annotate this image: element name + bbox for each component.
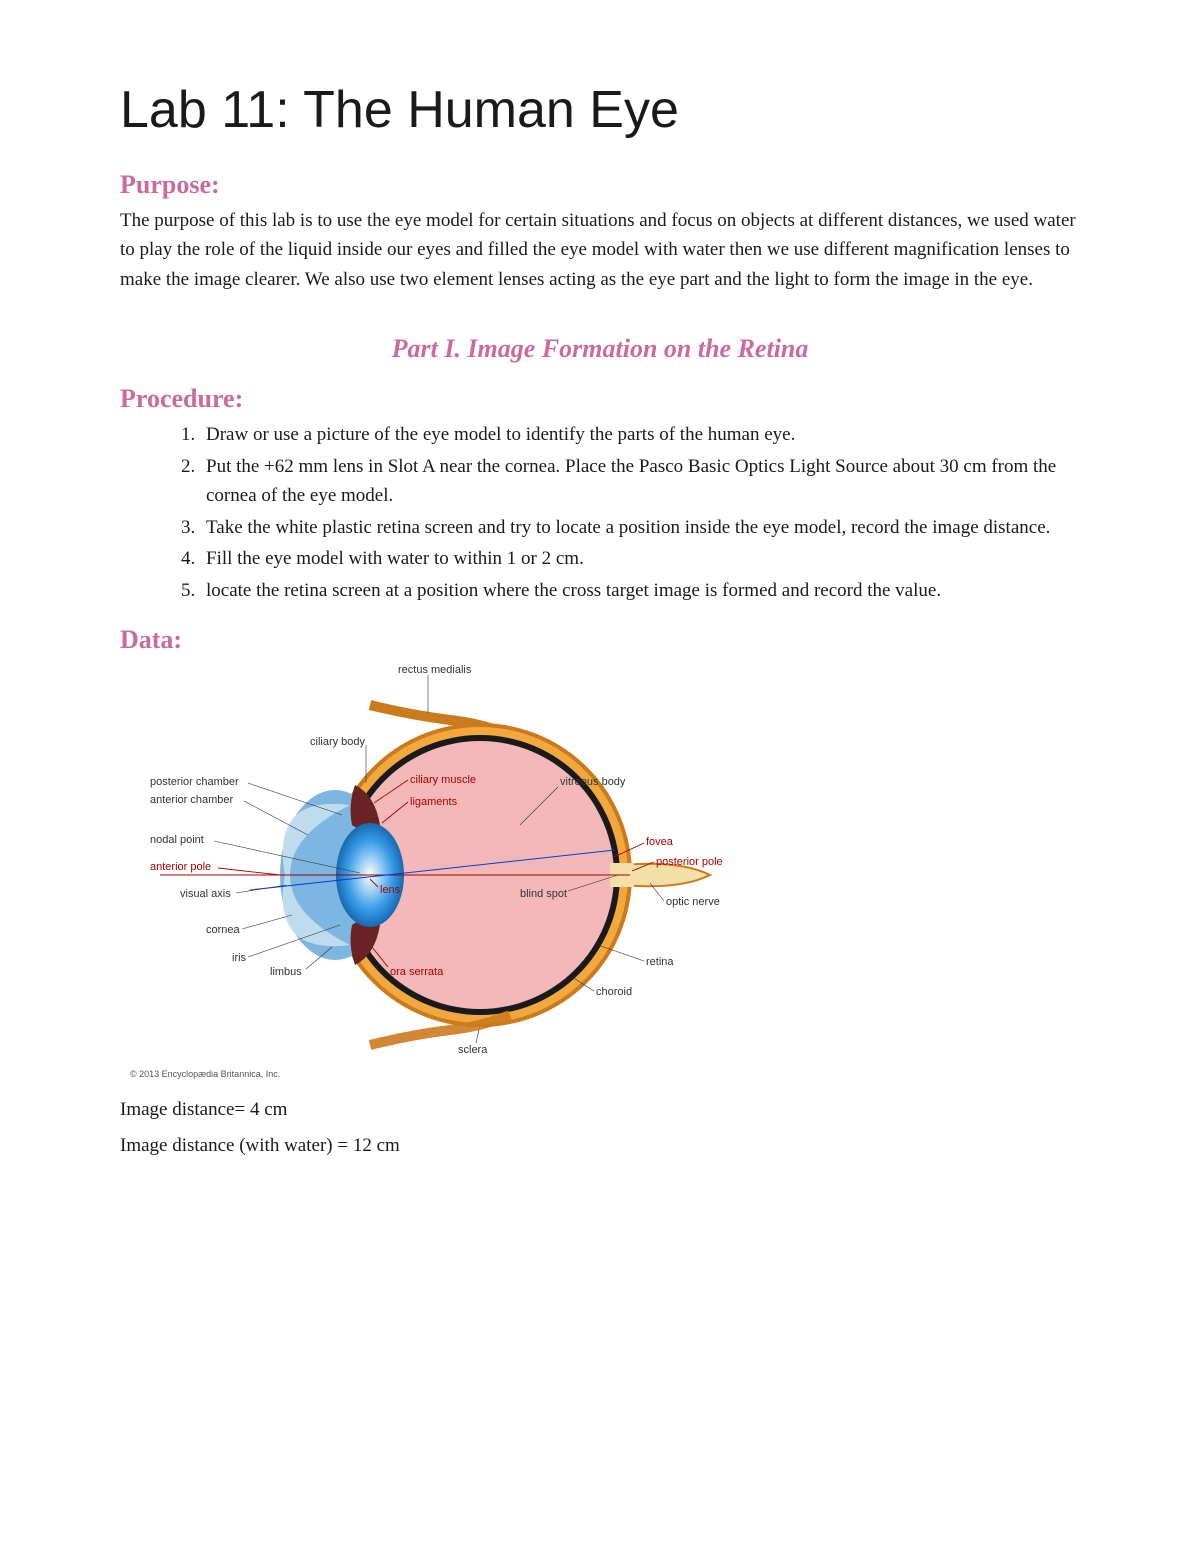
label-choroid: choroid xyxy=(596,986,632,998)
label-visual-axis: visual axis xyxy=(180,888,231,900)
procedure-step: Fill the eye model with water to within … xyxy=(200,544,1080,573)
procedure-step: Put the +62 mm lens in Slot A near the c… xyxy=(200,452,1080,511)
label-optic-nerve: optic nerve xyxy=(666,896,720,908)
label-posterior-chamber: posterior chamber xyxy=(150,776,239,788)
label-rectus-medialis: rectus medialis xyxy=(398,665,472,676)
label-fovea: fovea xyxy=(646,836,674,848)
page-title: Lab 11: The Human Eye xyxy=(120,80,1080,140)
procedure-step: locate the retina screen at a position w… xyxy=(200,576,1080,605)
data-line-1: Image distance= 4 cm xyxy=(120,1099,1080,1121)
label-blind-spot: blind spot xyxy=(520,888,567,900)
label-ciliary-muscle: ciliary muscle xyxy=(410,774,476,786)
label-anterior-chamber: anterior chamber xyxy=(150,794,233,806)
label-anterior-pole: anterior pole xyxy=(150,861,211,873)
label-lens: lens xyxy=(380,884,401,896)
label-iris: iris xyxy=(232,952,247,964)
label-nodal-point: nodal point xyxy=(150,834,204,846)
procedure-list: Draw or use a picture of the eye model t… xyxy=(120,420,1080,605)
document-page: Lab 11: The Human Eye Purpose: The purpo… xyxy=(0,0,1200,1553)
label-ora-serrata: ora serrata xyxy=(390,966,444,978)
procedure-step: Take the white plastic retina screen and… xyxy=(200,513,1080,542)
label-cornea: cornea xyxy=(206,924,241,936)
label-sclera: sclera xyxy=(458,1044,488,1056)
label-retina: retina xyxy=(646,956,674,968)
procedure-step: Draw or use a picture of the eye model t… xyxy=(200,420,1080,449)
label-posterior-pole: posterior pole xyxy=(656,856,723,868)
purpose-heading: Purpose: xyxy=(120,170,1080,200)
label-vitreous-body: vitreous body xyxy=(560,776,626,788)
purpose-body: The purpose of this lab is to use the ey… xyxy=(120,206,1080,294)
part-heading: Part I. Image Formation on the Retina xyxy=(120,334,1080,364)
data-line-2: Image distance (with water) = 12 cm xyxy=(120,1135,1080,1157)
label-ligaments: ligaments xyxy=(410,796,458,808)
label-ciliary-body: ciliary body xyxy=(310,736,366,748)
diagram-copyright: © 2013 Encyclopædia Britannica, Inc. xyxy=(130,1069,280,1079)
data-heading: Data: xyxy=(120,625,1080,655)
procedure-heading: Procedure: xyxy=(120,384,1080,414)
eye-diagram: rectus medialis xyxy=(120,665,740,1085)
label-limbus: limbus xyxy=(270,966,302,978)
